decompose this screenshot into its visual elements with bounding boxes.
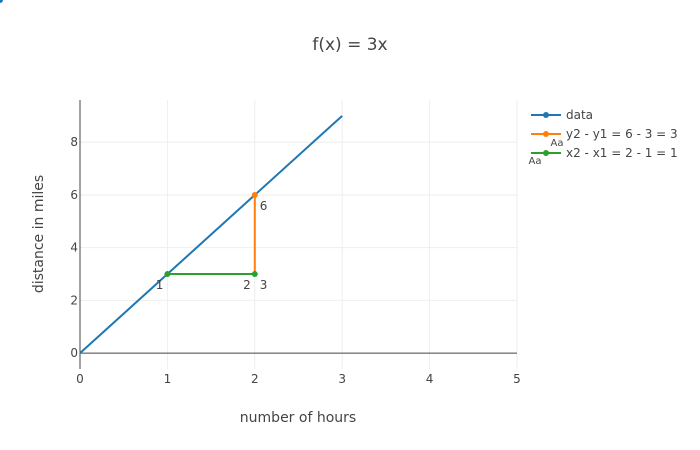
- y-tick-labels: 0 2 4 6 8: [70, 135, 78, 360]
- series-line[interactable]: [79, 115, 343, 354]
- series-3[interactable]: [164, 271, 258, 278]
- x-tick-label: 0: [76, 372, 84, 386]
- point-label: 3: [260, 278, 268, 292]
- legend-label: x2 - x1 = 2 - 1 = 1: [566, 146, 678, 160]
- data-point[interactable]: [251, 271, 258, 278]
- point-label: 6: [260, 199, 268, 213]
- y-axis-title: distance in miles: [31, 175, 47, 293]
- series-2[interactable]: [251, 191, 258, 275]
- x-tick-label: 1: [164, 372, 172, 386]
- x-axis-title: number of hours: [240, 410, 356, 426]
- legend-text-swatch: Aa: [551, 138, 564, 149]
- x-tick-labels: 0 1 2 3 4 5: [76, 372, 521, 386]
- legend-label: y2 - y1 = 6 - 3 = 3: [566, 127, 678, 141]
- x-tick-label: 2: [251, 372, 259, 386]
- legend-text-swatch: Aa: [529, 156, 542, 167]
- series-1[interactable]: [0, 0, 343, 354]
- legend-label: data: [566, 108, 593, 122]
- data-point[interactable]: [164, 271, 171, 278]
- axes: [79, 100, 517, 369]
- legend-item[interactable]: x2 - x1 = 2 - 1 = 1: [531, 146, 678, 160]
- legend-marker-swatch: [543, 150, 549, 156]
- chart-title: f(x) = 3x: [312, 35, 387, 55]
- y-tick-label: 2: [70, 293, 78, 307]
- legend-marker-swatch: [543, 112, 549, 118]
- legend-marker-swatch: [543, 131, 549, 137]
- legend[interactable]: data y2 - y1 = 6 - 3 = 3 x2 - x1 = 2 - 1 =…: [529, 108, 678, 167]
- y-tick-label: 4: [70, 241, 78, 255]
- point-label: 2: [243, 278, 251, 292]
- grid: [80, 100, 518, 369]
- data-point[interactable]: [251, 191, 258, 198]
- legend-item[interactable]: y2 - y1 = 6 - 3 = 3: [531, 127, 678, 141]
- x-tick-label: 4: [426, 372, 434, 386]
- data-point[interactable]: [0, 0, 3, 3]
- y-tick-label: 8: [70, 135, 78, 149]
- legend-item[interactable]: data: [531, 108, 593, 122]
- y-tick-label: 0: [70, 346, 78, 360]
- x-tick-label: 3: [338, 372, 346, 386]
- y-tick-label: 6: [70, 188, 78, 202]
- point-labels: 6 32 1: [156, 199, 268, 292]
- x-tick-label: 5: [513, 372, 521, 386]
- series-layer: [0, 0, 343, 354]
- point-label: 1: [156, 278, 164, 292]
